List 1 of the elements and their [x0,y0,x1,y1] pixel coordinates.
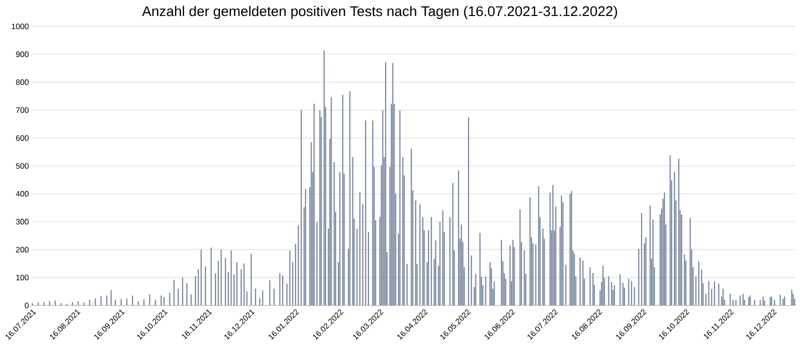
chart-title: Anzahl der gemeldeten positiven Tests nach Tagen (16.07.2021-31.12.2022) [142,6,618,19]
